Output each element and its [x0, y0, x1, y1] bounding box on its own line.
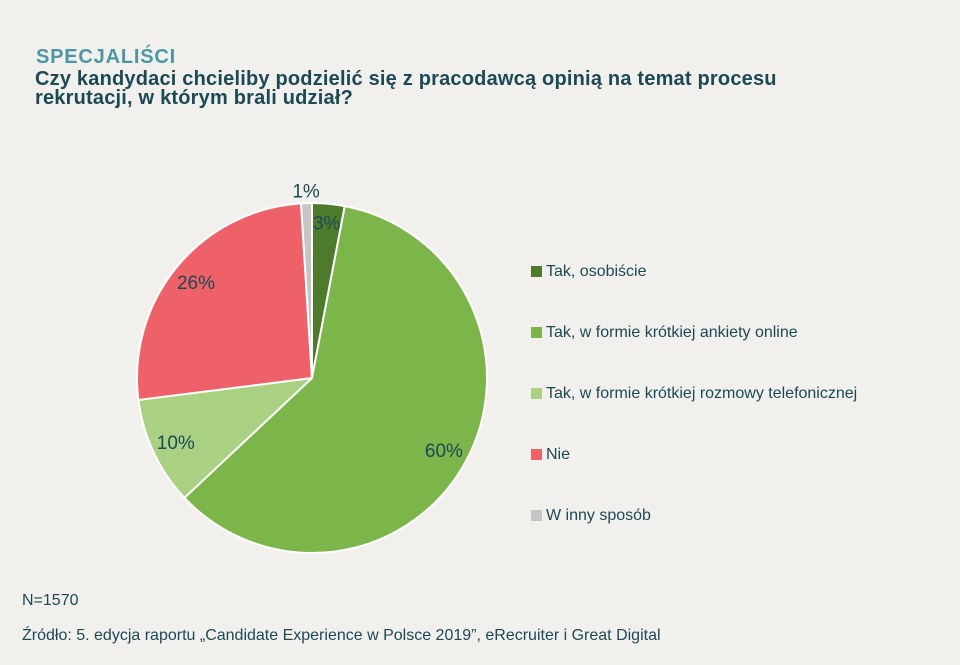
legend-item-label: Tak, w formie krótkiej ankiety online — [546, 323, 798, 341]
pie-value-label-3: 26% — [177, 273, 215, 294]
legend-item-label: Tak, w formie krótkiej rozmowy telefonic… — [546, 384, 858, 402]
source-attribution: Źródło: 5. edycja raportu „Candidate Exp… — [22, 627, 661, 644]
chart-question-title-line1: Czy kandydaci chcieliby podzielić się z … — [35, 68, 777, 90]
pie-slice-2 — [137, 377, 313, 499]
legend-swatch-icon — [531, 510, 542, 521]
legend-item-0: Tak, osobiście — [531, 263, 857, 280]
chart-question-title: Czy kandydaci chcieliby podzielić się z … — [35, 68, 905, 109]
legend-item-label: W inny sposób — [546, 506, 651, 524]
pie-value-label-2: 10% — [157, 433, 195, 454]
legend-item-4: W inny sposób — [531, 507, 857, 524]
legend-swatch-icon — [531, 266, 542, 277]
legend-swatch-icon — [531, 449, 542, 460]
pie-value-label-1: 60% — [425, 441, 463, 462]
legend-item-2: Tak, w formie krótkiej rozmowy telefonic… — [531, 385, 857, 402]
report-section-label: SPECJALIŚCI — [36, 46, 176, 68]
pie-slice-3 — [136, 202, 313, 401]
pie-slice-1 — [183, 205, 488, 554]
chart-legend: Tak, osobiście Tak, w formie krótkiej ank… — [531, 263, 857, 568]
pie-value-label-4: 1% — [292, 181, 320, 202]
legend-item-label: Nie — [546, 445, 571, 463]
sample-size-label: N=1570 — [22, 592, 79, 609]
chart-question-title-line2: rekrutacji, w którym brali udział? — [35, 87, 354, 109]
pie-slice-4 — [300, 202, 313, 379]
legend-item-1: Tak, w formie krótkiej ankiety online — [531, 324, 857, 341]
legend-swatch-icon — [531, 388, 542, 399]
pie-value-label-0: 3% — [313, 214, 341, 235]
legend-item-label: Tak, osobiście — [546, 262, 647, 280]
legend-item-3: Nie — [531, 446, 857, 463]
legend-swatch-icon — [531, 327, 542, 338]
